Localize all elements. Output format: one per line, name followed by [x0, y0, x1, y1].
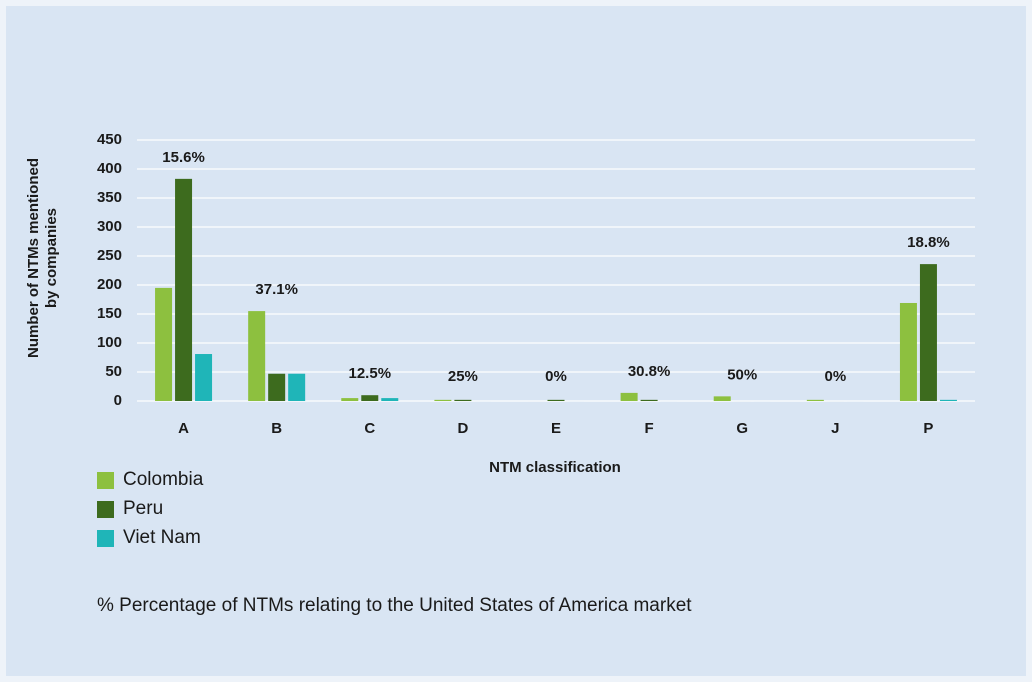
y-tick-label: 100 [97, 334, 122, 351]
y-tick-label: 250 [97, 247, 122, 264]
x-tick-label: B [271, 420, 282, 437]
bar [939, 399, 957, 401]
x-tick-label: G [736, 420, 748, 437]
bar [248, 311, 266, 401]
bar [713, 396, 731, 401]
y-tick-label: 300 [97, 218, 122, 235]
y-tick-label: 200 [97, 276, 122, 293]
x-tick-label: D [457, 420, 468, 437]
bar [434, 399, 452, 401]
y-tick-label: 400 [97, 160, 122, 177]
bar [175, 178, 193, 401]
percent-label: 25% [448, 368, 478, 385]
y-axis-label: by companies [43, 208, 60, 308]
bar [155, 287, 173, 401]
x-tick-label: C [364, 420, 375, 437]
bar [640, 399, 658, 401]
bar [361, 395, 379, 401]
legend-swatch [97, 501, 114, 518]
bar [341, 398, 359, 401]
x-tick-label: F [645, 420, 654, 437]
legend-label: Colombia [123, 469, 204, 490]
legend-swatch [97, 530, 114, 547]
bar [899, 302, 917, 401]
legend-label: Viet Nam [123, 527, 201, 548]
bar [381, 398, 399, 401]
bar [806, 399, 824, 401]
y-axis-label: Number of NTMs mentioned [25, 158, 42, 358]
y-tick-label: 350 [97, 189, 122, 206]
x-axis-label: NTM classification [489, 459, 621, 476]
x-tick-label: J [831, 420, 839, 437]
legend-label: Peru [123, 498, 163, 519]
bar [620, 392, 638, 401]
legend-swatch [97, 472, 114, 489]
y-tick-label: 50 [105, 363, 122, 380]
y-tick-label: 450 [97, 131, 122, 148]
bar [454, 399, 472, 401]
percent-label: 30.8% [628, 363, 671, 380]
y-tick-label: 150 [97, 305, 122, 322]
bar [547, 399, 565, 401]
bar [195, 354, 213, 401]
x-tick-label: A [178, 420, 189, 437]
bar [288, 373, 306, 401]
bar [268, 373, 286, 401]
percent-label: 50% [727, 366, 757, 383]
percent-label: 18.8% [907, 234, 950, 251]
percent-label: 37.1% [255, 281, 298, 298]
percent-label: 0% [545, 368, 567, 385]
percent-label: 12.5% [349, 365, 392, 382]
bar [919, 264, 937, 401]
percent-label: 15.6% [162, 149, 205, 166]
percent-label: 0% [824, 368, 846, 385]
y-tick-label: 0 [114, 392, 122, 409]
x-tick-label: E [551, 420, 561, 437]
x-tick-label: P [923, 420, 933, 437]
note: % Percentage of NTMs relating to the Uni… [97, 595, 692, 616]
